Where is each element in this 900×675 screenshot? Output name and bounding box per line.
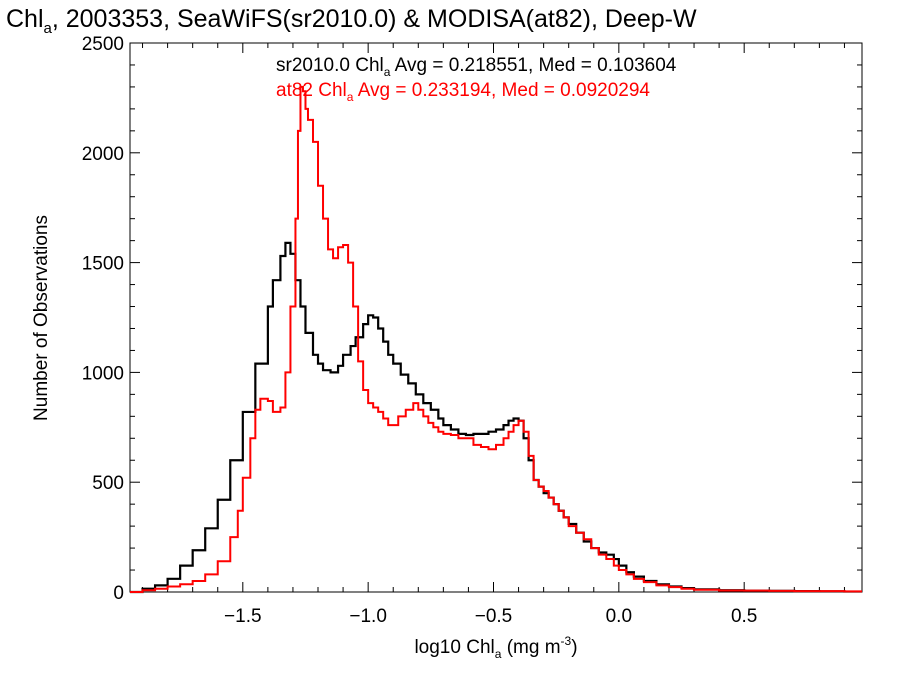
y-axis: 0 500 1000 1500 2000 2500 <box>82 34 862 604</box>
y-tick-label: 1000 <box>82 363 124 384</box>
x-tick-label: −0.5 <box>475 606 513 627</box>
y-tick-label: 500 <box>92 473 124 494</box>
x-tick-label: −1.0 <box>349 606 387 627</box>
legend: sr2010.0 Chla Avg = 0.218551, Med = 0.10… <box>276 55 677 104</box>
legend-series-2: at82 Chla Avg = 0.233194, Med = 0.092029… <box>276 80 650 104</box>
legend-series-1: sr2010.0 Chla Avg = 0.218551, Med = 0.10… <box>276 55 677 79</box>
x-axis-label: log10 Chla (mg m-3) <box>414 634 577 661</box>
x-tick-label: −1.5 <box>224 606 262 627</box>
x-axis: −1.5 −1.0 −0.5 0.0 0.5 <box>142 43 845 627</box>
x-tick-label: 0.5 <box>731 606 757 627</box>
series-line-at82 <box>130 85 862 593</box>
y-tick-label: 0 <box>113 583 124 604</box>
y-tick-label: 2500 <box>82 34 124 55</box>
x-tick-label: 0.0 <box>606 606 632 627</box>
plot-frame <box>129 42 863 593</box>
y-tick-label: 2000 <box>82 144 124 165</box>
y-axis-label: Number of Observations <box>31 215 52 421</box>
series-line-sr2010.0 <box>130 241 862 594</box>
y-tick-label: 1500 <box>82 254 124 275</box>
series-layer <box>130 85 862 594</box>
chart-title: Chla, 2003353, SeaWiFS(sr2010.0) & MODIS… <box>6 5 697 37</box>
